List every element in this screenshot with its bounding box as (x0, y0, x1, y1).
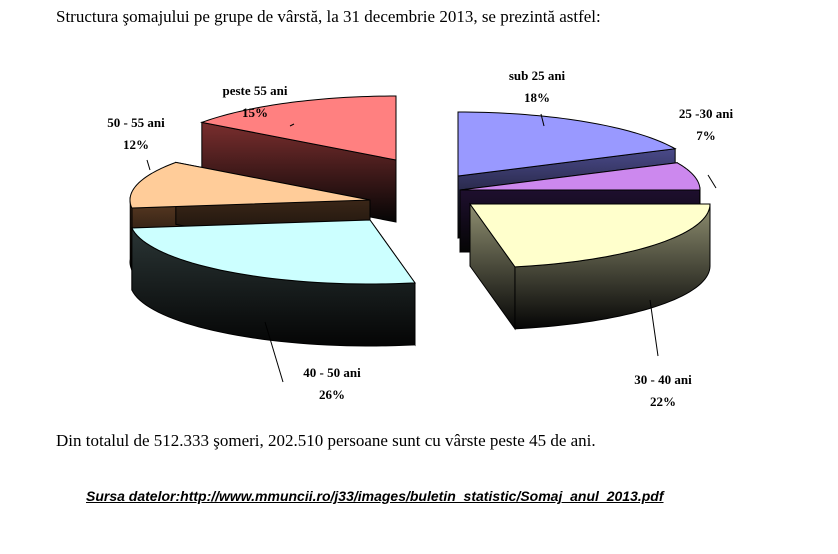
slice-50-55-ani (129, 161, 371, 209)
leader-line (289, 123, 295, 127)
slice-label: 50 - 55 ani (107, 115, 165, 130)
slice-label: 25 -30 ani (679, 106, 734, 121)
leader-line (146, 159, 151, 171)
leader-line (707, 174, 717, 189)
slice-percent: 15% (242, 105, 268, 120)
slice-percent: 18% (524, 90, 550, 105)
slice-percent: 26% (319, 387, 345, 402)
slice-peste-55-ani (199, 95, 397, 161)
slice-30-40-ani (469, 203, 711, 268)
summary-text: Din totalul de 512.333 şomeri, 202.510 p… (56, 431, 596, 450)
leader-line (264, 321, 284, 383)
slice-label: 30 - 40 ani (634, 372, 692, 387)
slice-label: peste 55 ani (223, 83, 288, 98)
slice-40-50-ani (131, 219, 416, 285)
slice-sub-25-ani (457, 111, 677, 177)
intro-text: Structura şomajului pe grupe de vârstă, … (56, 7, 601, 26)
leader-line (540, 113, 545, 127)
slice-label: sub 25 ani (509, 68, 566, 83)
slice-percent: 7% (696, 128, 716, 143)
slice-25-30-ani (459, 162, 701, 191)
slice-percent: 12% (123, 137, 149, 152)
slice-label: 40 - 50 ani (303, 365, 361, 380)
source-link[interactable]: Sursa datelor:http://www.mmuncii.ro/j33/… (86, 488, 664, 504)
leader-line (649, 299, 659, 357)
slice-percent: 22% (650, 394, 676, 409)
